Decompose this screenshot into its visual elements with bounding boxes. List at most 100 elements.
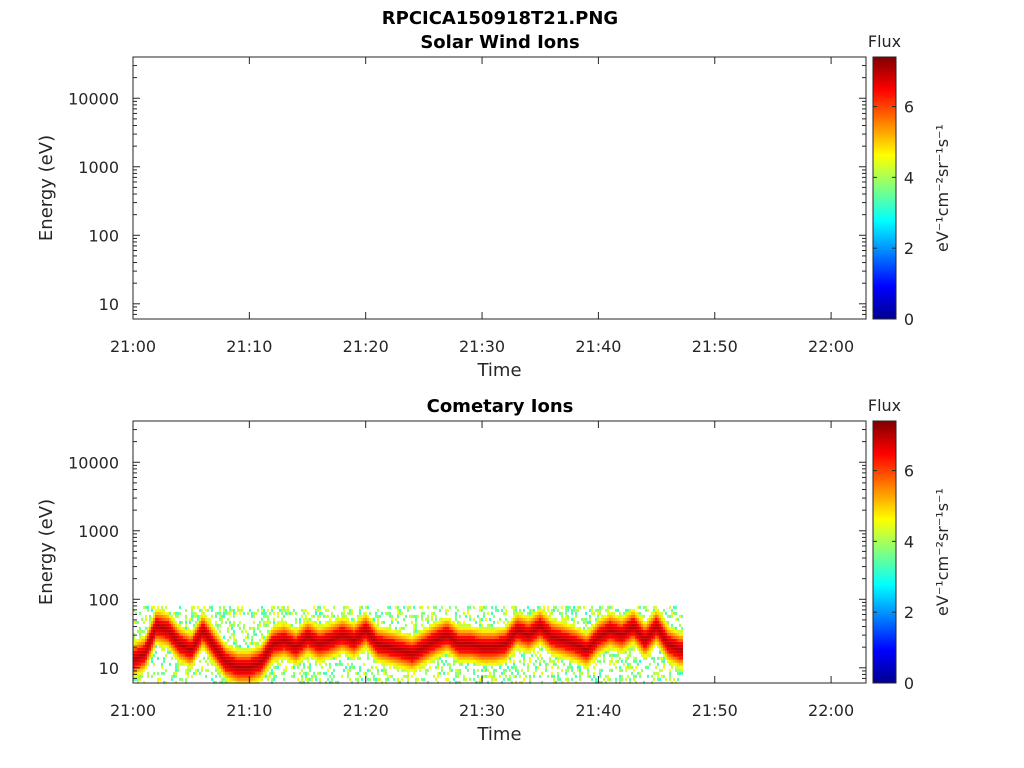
heat-cell [549,632,551,636]
heat-cell [647,641,649,645]
heat-cell [251,665,253,669]
heat-cell [207,662,209,666]
heat-cell [303,611,305,615]
heat-cell [467,632,469,636]
heat-cell [371,638,373,642]
heat-cell [523,656,525,660]
heat-cell [495,659,497,663]
heat-cell [681,635,683,639]
heat-cell [175,638,177,642]
heat-cell [427,635,429,639]
heat-cell [667,623,669,627]
heat-cell [361,626,363,630]
heat-cell [545,629,547,633]
heat-cell [609,611,611,615]
heat-cell [229,635,231,639]
heat-cell [469,650,471,654]
heat-cell [637,671,639,675]
heat-cell [221,641,223,645]
heat-cell [457,680,459,684]
heat-cell [261,665,263,669]
heat-cell [157,680,159,684]
heat-cell [551,620,553,624]
heat-cell [327,650,329,654]
heat-cell [453,623,455,627]
heat-cell [613,614,615,618]
heat-cell [495,653,497,657]
heat-cell [577,641,579,645]
heat-cell [441,644,443,648]
heat-cell [401,611,403,615]
heat-cell [375,611,377,615]
heat-cell [301,668,303,672]
heat-cell [417,635,419,639]
heat-cell [557,677,559,681]
heat-cell [521,629,523,633]
heat-cell [657,677,659,681]
heat-cell [377,653,379,657]
heat-cell [631,641,633,645]
heat-cell [317,671,319,675]
heat-cell [587,647,589,651]
heat-cell [425,668,427,672]
heat-cell [623,617,625,621]
heat-cell [531,608,533,612]
heat-cell [185,662,187,666]
heat-cell [149,653,151,657]
heat-cell [273,626,275,630]
heat-cell [531,614,533,618]
heat-cell [133,671,135,675]
heat-cell [281,644,283,648]
heat-cell [283,671,285,675]
heat-cell [647,647,649,651]
panel-title: Solar Wind Ions [420,32,579,53]
heat-cell [661,656,663,660]
heat-cell [589,620,591,624]
heat-cell [323,629,325,633]
heat-cell [555,620,557,624]
heat-cell [259,638,261,642]
heat-cell [159,620,161,624]
heat-cell [327,635,329,639]
heat-cell [255,656,257,660]
heat-cell [329,623,331,627]
heat-cell [137,659,139,663]
heat-cell [213,626,215,630]
heat-cell [171,650,173,654]
heat-cell [453,644,455,648]
heat-cell [537,665,539,669]
heat-cell [257,641,259,645]
heat-cell [593,611,595,615]
heat-cell [285,653,287,657]
heat-cell [555,635,557,639]
heat-cell [557,629,559,633]
heat-cell [457,641,459,645]
heat-cell [489,641,491,645]
heat-cell [307,665,309,669]
heat-cell [207,656,209,660]
heat-cell [593,650,595,654]
heat-cell [663,665,665,669]
heat-cell [197,641,199,645]
heat-cell [515,674,517,678]
heat-cell [651,626,653,630]
heat-cell [263,665,265,669]
heat-cell [587,653,589,657]
heat-cell [207,617,209,621]
heat-cell [627,638,629,642]
heat-cell [417,665,419,669]
heat-cell [283,626,285,630]
heat-cell [615,629,617,633]
heat-cell [303,629,305,633]
heat-cell [611,638,613,642]
heat-cell [379,632,381,636]
heat-cell [387,638,389,642]
heat-cell [667,638,669,642]
heat-cell [521,635,523,639]
heat-cell [161,623,163,627]
heat-cell [375,680,377,684]
heat-cell [467,656,469,660]
heat-cell [559,632,561,636]
heat-cell [207,653,209,657]
heat-cell [165,680,167,684]
